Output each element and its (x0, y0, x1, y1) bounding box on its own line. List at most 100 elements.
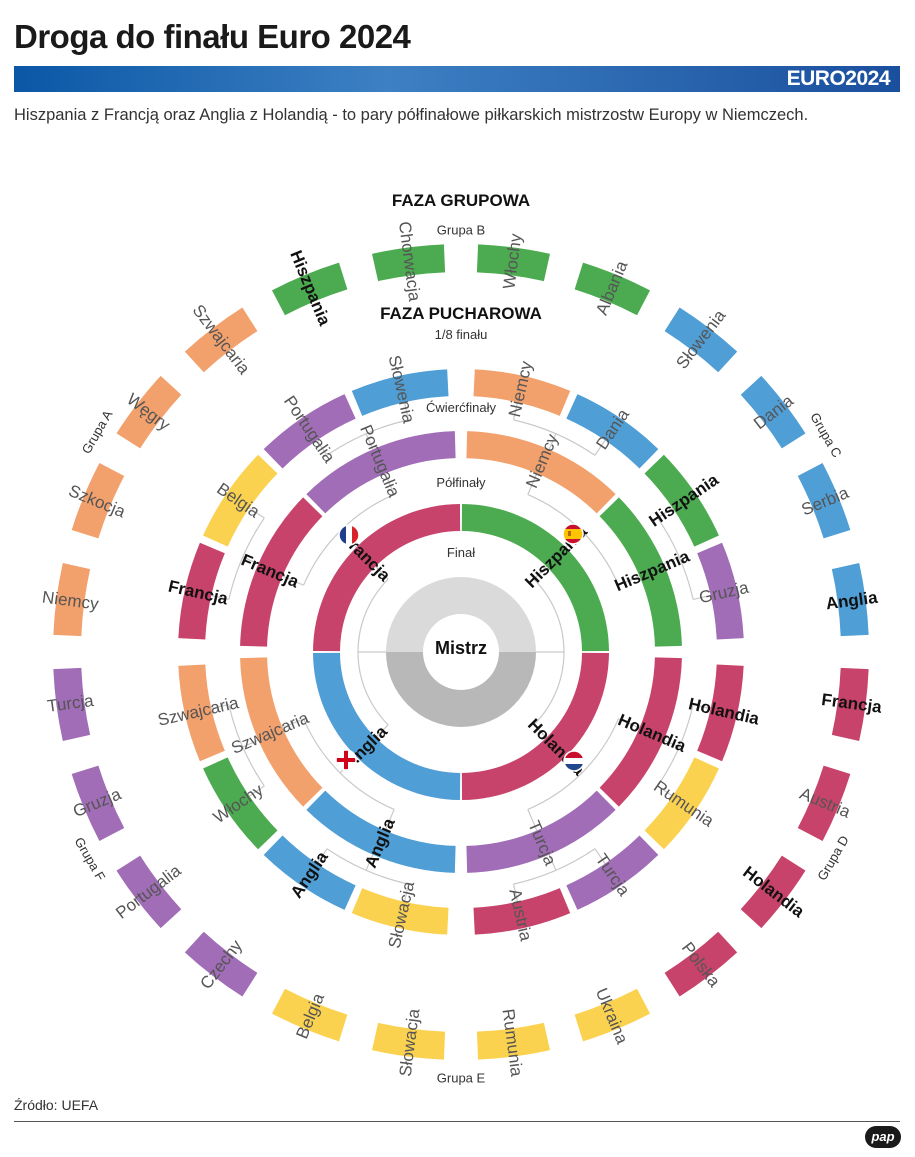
group-team-anglia: Anglia (825, 562, 880, 637)
header-band: EURO2024 (14, 66, 900, 92)
group-team-portugalia: Portugalia (112, 855, 185, 929)
segment-shape (116, 855, 182, 929)
group-team-szkocja: Szkocja (66, 462, 129, 539)
segment-shape (566, 394, 659, 469)
segment-shape (71, 462, 125, 539)
segment-shape (599, 657, 682, 807)
segment-shape (473, 888, 571, 935)
qf-team-turcja: Turcja (466, 790, 616, 873)
quarterfinals-label: Ćwierćfinały (426, 400, 497, 415)
final-ring-top (386, 577, 536, 652)
segment-shape (797, 462, 851, 539)
segment-shape (697, 664, 744, 762)
r16-team-hiszpania: Hiszpania (644, 454, 722, 547)
segment-shape (371, 1022, 446, 1060)
segment-shape (313, 652, 461, 800)
netherlands-flag-icon (563, 750, 585, 772)
segment-shape (203, 454, 278, 547)
qf-team-holandia: Holandia (599, 657, 689, 807)
group-label: Grupa F (72, 835, 109, 884)
r16-team-portugalia: Portugalia (263, 392, 356, 469)
pap-logo: pap (865, 1126, 901, 1148)
england-flag-icon (335, 749, 357, 771)
segment-shape (184, 931, 258, 997)
segment-shape (263, 835, 356, 910)
segment-shape (271, 988, 348, 1042)
segment-shape (263, 394, 356, 469)
group-label: Grupa C (807, 410, 845, 460)
r16-connector (316, 402, 410, 456)
segment-shape (644, 757, 719, 850)
group-label: Grupa A (79, 407, 116, 456)
team-label: Turcja (46, 691, 95, 716)
group-team-turcja: Turcja (46, 667, 95, 742)
group-label: Grupa B (437, 223, 485, 238)
segment-shape (599, 497, 682, 647)
r16-team-francja: Francja (167, 542, 230, 640)
group-phase-heading: FAZA GRUPOWA (392, 191, 530, 210)
group-team-gruzja: Gruzja (70, 765, 125, 842)
segment-shape (466, 790, 616, 873)
segment-shape (797, 765, 851, 842)
group-team-wegry: Węgry (116, 375, 182, 449)
r16-team-turcja: Turcja (566, 835, 659, 910)
sf-connector (533, 566, 565, 738)
group-team-francja: Francja (820, 667, 883, 742)
segment-shape (313, 504, 461, 652)
segment-shape (574, 262, 651, 316)
knockout-phase-heading: FAZA PUCHAROWA (380, 304, 542, 323)
segment-shape (203, 757, 278, 850)
segment-shape (116, 375, 182, 449)
group-label: Grupa D (814, 833, 852, 883)
r16-connector (211, 507, 265, 601)
group-team-ukraina: Ukraina (574, 985, 651, 1047)
r16-team-slowacja: Słowacja (351, 879, 449, 950)
source-note: Źródło: UEFA (14, 1097, 99, 1113)
bracket-rings: Hiszpania Chorwacja Włochy AlbaniaSłoweniaD… (41, 220, 883, 1078)
r16-team-wlochy: Włochy (203, 757, 278, 850)
group-team-holandia: Holandia (739, 855, 808, 929)
team-label: Francja (820, 690, 883, 717)
footer-rule (14, 1121, 900, 1122)
segment-shape (53, 667, 91, 742)
group-team-belgia: Belgia (271, 988, 348, 1042)
segment-shape (351, 888, 449, 935)
r16-team-austria: Austria (473, 887, 571, 943)
sf-team-francja: Francja (313, 504, 461, 652)
group-team-albania: Albania (574, 258, 651, 318)
r16-connector (211, 703, 265, 797)
segment-shape (461, 504, 609, 652)
group-team-chorwacja: Chorwacja (371, 220, 446, 303)
segment-shape (461, 652, 609, 800)
flags (335, 523, 585, 772)
semifinals-label: Półfinały (436, 475, 486, 490)
group-team-serbia: Serbia (797, 462, 852, 539)
segment-shape (71, 765, 125, 842)
group-team-hiszpania: Hiszpania (271, 248, 348, 329)
team-label: Włochy (499, 232, 525, 290)
segment-shape (740, 855, 806, 929)
segment-shape (466, 431, 616, 514)
segment-shape (664, 931, 738, 997)
final-center: Mistrz (386, 577, 536, 727)
group-team-polska: Polska (664, 931, 738, 997)
qf-team-hiszpania: Hiszpania (599, 497, 693, 647)
r16-team-belgia: Belgia (203, 454, 278, 547)
segment-shape (371, 244, 446, 282)
segment-shape (178, 664, 225, 762)
sf-team-holandia: Holandia (461, 652, 609, 800)
segment-shape (740, 375, 806, 449)
group-team-niemcy: Niemcy (41, 562, 100, 637)
euro2024-logo: EURO2024 (786, 67, 891, 90)
qf-team-szwajcaria: Szwajcaria (228, 657, 323, 807)
group-team-slowenia: Słowenia (664, 306, 738, 373)
champion-label: Mistrz (435, 638, 487, 658)
spain-flag-icon (562, 523, 584, 545)
group-team-czechy: Czechy (184, 931, 258, 997)
group-team-wlochy: Włochy (476, 232, 551, 290)
subtitle: Hiszpania z Francją oraz Anglia z Holand… (14, 106, 809, 124)
segment-shape (566, 835, 659, 910)
qf-team-portugalia: Portugalia (306, 422, 456, 514)
page-title: Droga do finału Euro 2024 (14, 18, 411, 55)
team-label: Anglia (825, 588, 880, 614)
